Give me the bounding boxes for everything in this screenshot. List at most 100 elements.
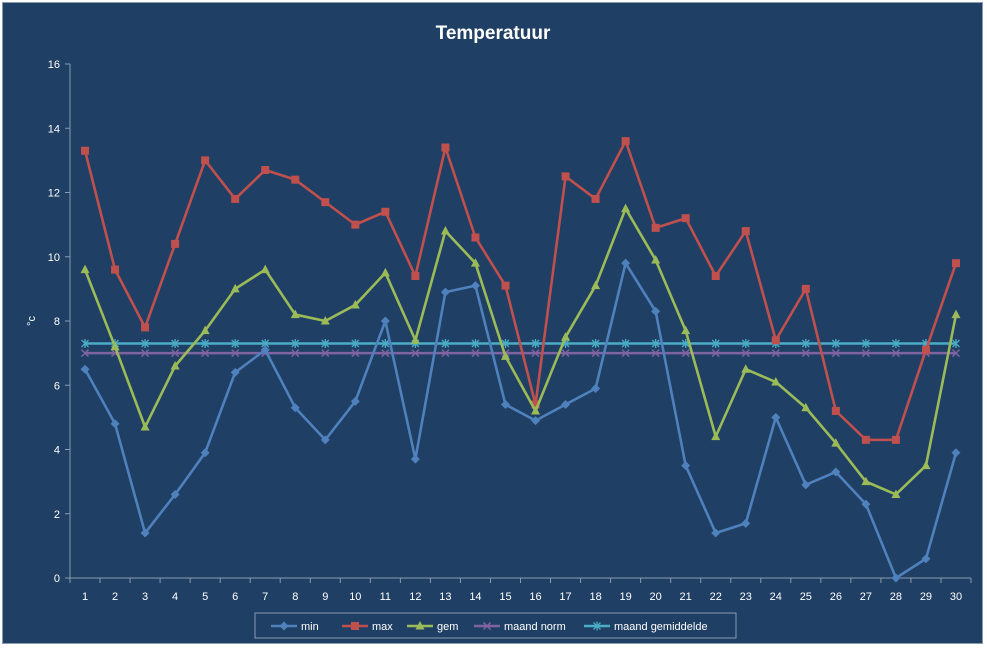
legend-min-point <box>279 621 289 631</box>
y-tick-label: 12 <box>48 188 60 200</box>
legend-item-maand-norm: maand norm <box>474 621 566 633</box>
min-point <box>290 403 300 413</box>
maand-norm-point <box>621 349 630 358</box>
gem-point <box>651 254 661 264</box>
min-point <box>110 419 120 429</box>
maand-gemiddelde-point <box>531 338 540 348</box>
x-tick-label: 26 <box>830 591 842 603</box>
y-axis-label: °c <box>26 316 38 326</box>
x-tick-label: 17 <box>559 591 571 603</box>
maand-gemiddelde-point <box>861 338 870 348</box>
max-point <box>141 323 150 332</box>
maand-norm-point <box>561 349 570 358</box>
gem-point <box>200 325 210 335</box>
max-point <box>201 156 210 165</box>
gem-point <box>591 280 601 290</box>
maand-norm-point <box>711 349 720 358</box>
maand-gemiddelde-point <box>441 338 450 348</box>
min-point <box>200 448 210 458</box>
maand-gemiddelde-point <box>201 338 210 348</box>
gem-point <box>561 332 571 341</box>
maand-norm-point <box>411 349 420 358</box>
gem-point <box>140 422 150 431</box>
max-point <box>351 220 360 229</box>
max-point <box>501 281 510 290</box>
maand-norm-point <box>291 349 300 358</box>
x-tick-label: 9 <box>322 591 328 603</box>
gem-point <box>741 364 751 373</box>
legend-item-max: max <box>342 621 393 633</box>
min-point <box>380 316 390 326</box>
y-tick-label: 4 <box>54 445 60 457</box>
min-point <box>651 306 661 316</box>
x-tick-label: 19 <box>619 591 631 603</box>
maand-gemiddelde-point <box>591 338 600 348</box>
maand-gemiddelde-point <box>831 338 840 348</box>
gem-point <box>440 226 450 235</box>
y-tick-label: 10 <box>48 252 60 264</box>
legend-box <box>254 612 737 639</box>
maand-gemiddelde-point <box>952 338 960 348</box>
min-point <box>410 454 420 464</box>
maand-gemiddelde-point <box>381 338 390 348</box>
gem-point <box>110 341 120 351</box>
max-point <box>771 336 780 345</box>
y-tick-label: 16 <box>48 59 60 71</box>
gem-point <box>320 316 330 325</box>
min-point <box>951 448 961 458</box>
series-line-max <box>83 139 958 442</box>
maand-gemiddelde-point <box>651 338 660 348</box>
x-tick-label: 20 <box>650 591 662 603</box>
min-point <box>350 396 360 406</box>
maand-norm-point <box>651 349 660 358</box>
x-tick-label: 12 <box>409 591 421 603</box>
min-point <box>80 364 90 374</box>
x-tick-label: 24 <box>770 591 782 603</box>
x-tick-label: 5 <box>202 591 208 603</box>
min-point <box>771 412 781 422</box>
series-maand-norm <box>80 349 961 358</box>
maand-gemiddelde-point <box>351 338 360 348</box>
maand-norm-point <box>141 349 150 358</box>
maand-gemiddelde-point <box>891 338 900 348</box>
gem-point <box>170 360 180 370</box>
max-point <box>261 166 270 175</box>
x-tick-label: 29 <box>920 591 932 603</box>
gem-point <box>531 405 541 415</box>
legend-max-point <box>351 622 359 630</box>
min-point <box>621 258 631 268</box>
max-point <box>591 194 600 203</box>
max-point <box>891 435 900 444</box>
maand-gemiddelde-point <box>81 338 89 348</box>
max-point <box>831 406 840 415</box>
min-point <box>470 281 480 291</box>
min-point <box>681 461 691 471</box>
max-point <box>801 284 810 293</box>
maand-gemiddelde-point <box>711 338 720 348</box>
gem-point <box>861 476 871 486</box>
maand-norm-point <box>891 349 900 358</box>
max-point <box>921 345 930 354</box>
min-point <box>140 528 150 538</box>
legend-maand-norm-point <box>482 621 492 631</box>
max-point <box>231 194 240 203</box>
min-point <box>861 499 871 509</box>
x-tick-label: 23 <box>740 591 752 603</box>
min-point <box>921 554 931 564</box>
gem-point <box>921 460 931 470</box>
gem-point <box>831 438 841 447</box>
x-tick-label: 3 <box>142 591 148 603</box>
maand-norm-point <box>441 349 450 358</box>
y-tick-label: 0 <box>54 573 60 585</box>
min-point <box>170 489 180 499</box>
legend-item-maand-gemiddelde: maand gemiddelde <box>584 621 708 633</box>
min-point <box>561 400 571 410</box>
max-point <box>111 265 120 274</box>
x-tick-label: 1 <box>82 591 88 603</box>
gem-point <box>801 402 811 412</box>
legend-maand-gemiddelde-point <box>593 621 601 631</box>
gem-point <box>230 283 240 293</box>
gem-point <box>891 489 901 498</box>
max-point <box>531 400 540 409</box>
maand-norm-point <box>201 349 210 358</box>
